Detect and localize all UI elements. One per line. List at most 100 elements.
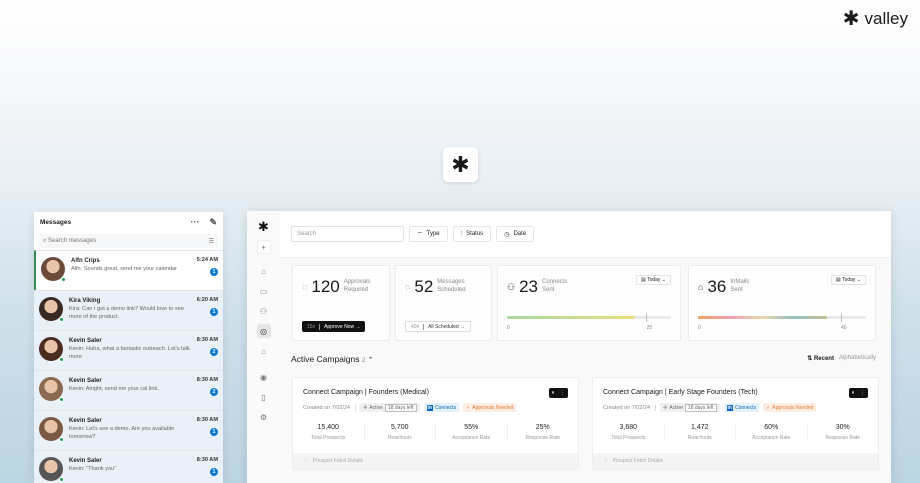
approval-badge: ✓ Approvals Needed [463,403,517,412]
unread-badge: 2 [210,348,218,356]
calendar-icon: ▤ [835,277,841,283]
prospect-fetch-details-toggle[interactable]: › Prospect Fetch Details [293,453,578,469]
campaigns-icon[interactable]: ◎ [256,324,271,338]
message-preview: Kevin: Let's see a demo. Are you availab… [69,426,175,441]
messages-search-input[interactable]: ⌕ Search messages ☰ [39,234,218,248]
message-preview: Kevin: Haha, what a fantastic outreach. … [69,346,190,361]
message-time: 8:30 AM [196,337,218,343]
campaign-metric: 3,680 Total Prospects [593,424,665,441]
campaign-card[interactable]: Connect Campaign | Founders (Medical) ⏸ ⋮… [292,377,579,470]
sender-name: Kevin Saler [69,418,102,424]
progress-fill [698,316,827,319]
avatar [39,457,64,482]
unread-badge: 1 [210,428,218,436]
logo-icon: ✱ [258,219,269,234]
status-badge: ✢ Active 18 days left [360,403,420,412]
more-icon[interactable]: ⋮ [560,390,566,396]
message-item[interactable]: Alfn Crips Alfn: Sounds great, send me yo… [34,250,223,290]
sort-alpha-button[interactable]: Alphabetically [838,355,876,361]
approval-badge: ✓ Approvals Needed [763,403,817,412]
more-icon[interactable]: ⋮ [860,390,866,396]
dashboard-window: ✱ + ⌂ ▭ ⚇ ◎ ⌂ ◉ ▯ ⚙ Search ⌔ Type ⫶ Status… [247,211,891,483]
chevron-up-icon[interactable]: ⌃ [367,357,374,364]
document-icon[interactable]: ▯ [261,392,266,402]
sort-recent-button[interactable]: ⇅ Recent [807,356,834,362]
online-indicator [59,477,64,482]
message-item[interactable]: Kevin Saler Kevin: Alright, send me your … [34,370,223,410]
online-indicator [59,317,64,322]
clock-icon: ◷ [504,231,510,238]
type-filter-button[interactable]: ⌔ Type [409,226,448,242]
campaign-title: Connect Campaign | Founders (Medical) [303,389,429,396]
home-icon[interactable]: ⌂ [261,266,266,276]
add-icon[interactable]: + [256,240,271,254]
stat-action-button[interactable]: 40x All Scheduled → [405,321,472,332]
pause-icon[interactable]: ⏸ [851,390,855,396]
stat-icon: ◌ [405,282,411,292]
message-item[interactable]: Kevin Saler Kevin: Haha, what a fantastic… [34,330,223,370]
prospect-fetch-details-toggle[interactable]: › Prospect Fetch Details [593,453,878,469]
campaign-actions[interactable]: ⏸ ⋮ [849,388,868,398]
campaign-actions[interactable]: ⏸ ⋮ [549,388,568,398]
online-indicator [59,437,64,442]
stat-icon: ◌ [302,282,308,292]
more-icon[interactable]: ··· [190,216,200,227]
stat-card: ◌ 120 Approvals Required 15x Approve Now → [292,265,390,341]
asterisk-logo-icon: ✱ [842,8,860,30]
message-item[interactable]: Kevin Saler Kevin: Let's see a demo. Are … [34,410,223,450]
brand-logo: ✱ valley [842,8,908,30]
online-indicator [59,397,64,402]
range-dropdown[interactable]: ▤ Today ⌄ [635,275,671,285]
campaign-title: Connect Campaign | Early Stage Founders … [603,389,758,396]
unread-badge: 2 [210,388,218,396]
unread-badge: 1 [210,468,218,476]
users-icon[interactable]: ⚇ [259,306,268,316]
pause-icon[interactable]: ⏸ [551,390,555,396]
campaign-metric: 55% Acceptance Rate [436,424,508,441]
settings-home-icon[interactable]: ⌂ [261,346,266,356]
campaign-metric: 30% Response Rate [825,424,860,441]
eye-icon[interactable]: ◉ [260,372,267,382]
message-time: 8:30 AM [196,457,218,463]
chevron-right-icon: › [605,458,607,464]
message-preview: Kevin: Alright, send me your cal link. [69,386,159,393]
linkedin-icon: in [426,404,433,411]
message-preview: Kira: Can I get a demo link? Would love … [69,306,184,321]
date-filter-button[interactable]: ◷ Date [496,226,535,242]
status-filter-button[interactable]: ⫶ Status [452,226,492,242]
sidebar: ✱ + ⌂ ▭ ⚇ ◎ ⌂ ◉ ▯ ⚙ [247,211,280,483]
messages-title: Messages [40,218,72,226]
online-indicator [61,277,66,282]
progress-fill [507,316,636,319]
campaign-metric: 25% Response Rate [525,424,560,441]
stat-card: ◌ 52 Messages Scheduled 40x All Scheduled → [395,265,492,341]
inbox-icon[interactable]: ▭ [259,286,268,296]
tag-icon: ⌔ [417,232,423,238]
message-item[interactable]: Kevin Saler Kevin: "Thank you" 8:30 AM 1 [34,450,223,483]
target-tick [840,313,842,322]
progress-bar [698,313,866,322]
range-dropdown[interactable]: ▤ Today ⌄ [830,275,866,285]
search-icon: ⌕ [43,237,47,244]
message-item[interactable]: Kira Viking Kira: Can I get a demo link? … [34,290,223,330]
online-indicator [59,357,64,362]
unread-badge: 1 [210,268,218,276]
linkedin-icon: in [726,404,733,411]
search-input[interactable]: Search [291,226,404,242]
calendar-icon: ▤ [640,277,646,283]
stat-card: ⌂ 36 InMails Sent ▤ Today ⌄ 0 40 [688,265,876,341]
channel-badge: in Connects [723,403,760,412]
active-campaigns-title: Active Campaigns 2 ⌃ [291,354,374,364]
message-time: 6:20 AM [196,297,218,303]
campaign-card[interactable]: Connect Campaign | Early Stage Founders … [592,377,879,470]
sender-name: Kevin Saler [69,338,102,344]
compose-icon[interactable]: ✎ [209,216,217,227]
filter-icon[interactable]: ☰ [208,238,214,245]
avatar [39,337,64,362]
message-time: 8:30 AM [196,377,218,383]
gear-icon[interactable]: ⚙ [259,412,268,422]
unread-badge: 1 [210,308,218,316]
message-preview: Alfn: Sounds great, send me your calenda… [71,266,178,273]
campaign-metric: 60% Acceptance Rate [736,424,808,441]
stat-action-button[interactable]: 15x Approve Now → [302,321,366,332]
